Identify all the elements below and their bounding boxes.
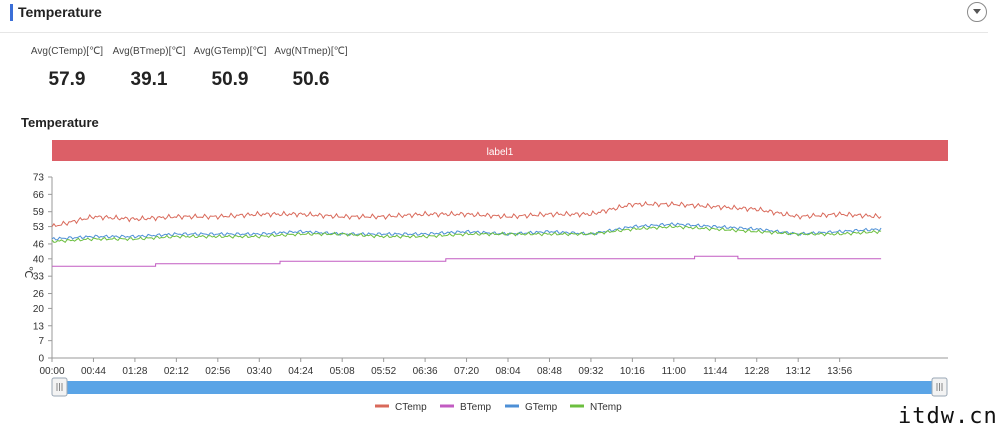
stat-ctemp: Avg(CTemp)[℃] 57.9 <box>22 46 112 91</box>
series-line-ctemp <box>51 200 882 228</box>
x-tick-label: 00:00 <box>39 366 64 377</box>
band-label1 <box>52 140 948 161</box>
y-tick-label: 33 <box>33 272 45 283</box>
chevron-down-icon <box>973 9 981 14</box>
y-tick-label: 13 <box>33 321 45 332</box>
stat-gtemp: Avg(GTemp)[℃] 50.9 <box>185 46 275 91</box>
stat-label: Avg(GTemp)[℃] <box>193 46 267 57</box>
stat-label: Avg(CTemp)[℃] <box>30 46 104 57</box>
y-axis-label: ℃ <box>22 266 34 278</box>
x-tick-label: 08:04 <box>495 366 520 377</box>
series-line-ntemp <box>51 224 882 243</box>
zoom-slider-handle-right[interactable] <box>931 377 948 397</box>
x-tick-label: 05:52 <box>371 366 396 377</box>
panel-title: Temperature <box>18 4 102 20</box>
stat-value: 57.9 <box>48 69 86 90</box>
zoom-slider-handle-left[interactable] <box>51 377 68 397</box>
watermark: itdw.cn <box>898 404 998 429</box>
y-tick-label: 7 <box>38 336 44 347</box>
x-tick-label: 11:00 <box>662 366 687 377</box>
x-tick-label: 03:40 <box>247 366 272 377</box>
stat-value: 50.9 <box>211 69 249 90</box>
x-tick-label: 02:12 <box>164 366 189 377</box>
stat-value: 39.1 <box>130 69 168 90</box>
x-tick-label: 04:24 <box>288 366 313 377</box>
y-tick-label: 0 <box>38 354 44 365</box>
x-tick-label: 09:32 <box>578 366 603 377</box>
x-tick-label: 13:56 <box>827 366 852 377</box>
x-tick-label: 06:36 <box>413 366 438 377</box>
x-tick-label: 02:56 <box>205 366 230 377</box>
y-tick-label: 20 <box>33 304 45 315</box>
legend-label-ctemp[interactable]: CTemp <box>395 402 427 413</box>
y-tick-label: 66 <box>33 190 45 201</box>
chart-title: Temperature <box>21 115 99 130</box>
x-tick-label: 05:08 <box>330 366 355 377</box>
legend-label-gtemp[interactable]: GTemp <box>525 402 558 413</box>
series-line-gtemp <box>51 222 882 241</box>
x-tick-label: 12:28 <box>744 366 769 377</box>
x-tick-label: 10:16 <box>620 366 645 377</box>
zoom-slider-track[interactable] <box>52 381 947 394</box>
y-tick-label: 40 <box>33 254 45 265</box>
y-tick-label: 26 <box>33 289 45 300</box>
x-tick-label: 07:20 <box>454 366 479 377</box>
stat-ntemp: Avg(NTmep)[℃] 50.6 <box>266 46 356 91</box>
accent-bar <box>10 4 13 21</box>
stat-label: Avg(NTmep)[℃] <box>274 46 348 57</box>
y-tick-label: 73 <box>33 173 45 184</box>
y-tick-label: 53 <box>33 222 45 233</box>
panel-header: Temperature <box>0 0 988 33</box>
collapse-button[interactable] <box>967 2 987 22</box>
x-tick-label: 13:12 <box>786 366 811 377</box>
series-line-btemp <box>52 255 882 267</box>
stat-value: 50.6 <box>292 69 330 90</box>
y-tick-label: 46 <box>33 239 45 250</box>
x-tick-label: 01:28 <box>122 366 147 377</box>
x-tick-label: 08:48 <box>537 366 562 377</box>
stat-btemp: Avg(BTmep)[℃] 39.1 <box>104 46 194 91</box>
x-tick-label: 00:44 <box>81 366 106 377</box>
y-tick-label: 59 <box>33 207 45 218</box>
x-tick-label: 11:44 <box>703 366 728 377</box>
band-label: label1 <box>487 147 514 158</box>
legend-label-btemp[interactable]: BTemp <box>460 402 492 413</box>
stat-label: Avg(BTmep)[℃] <box>112 46 186 57</box>
legend-label-ntemp[interactable]: NTemp <box>590 402 622 413</box>
